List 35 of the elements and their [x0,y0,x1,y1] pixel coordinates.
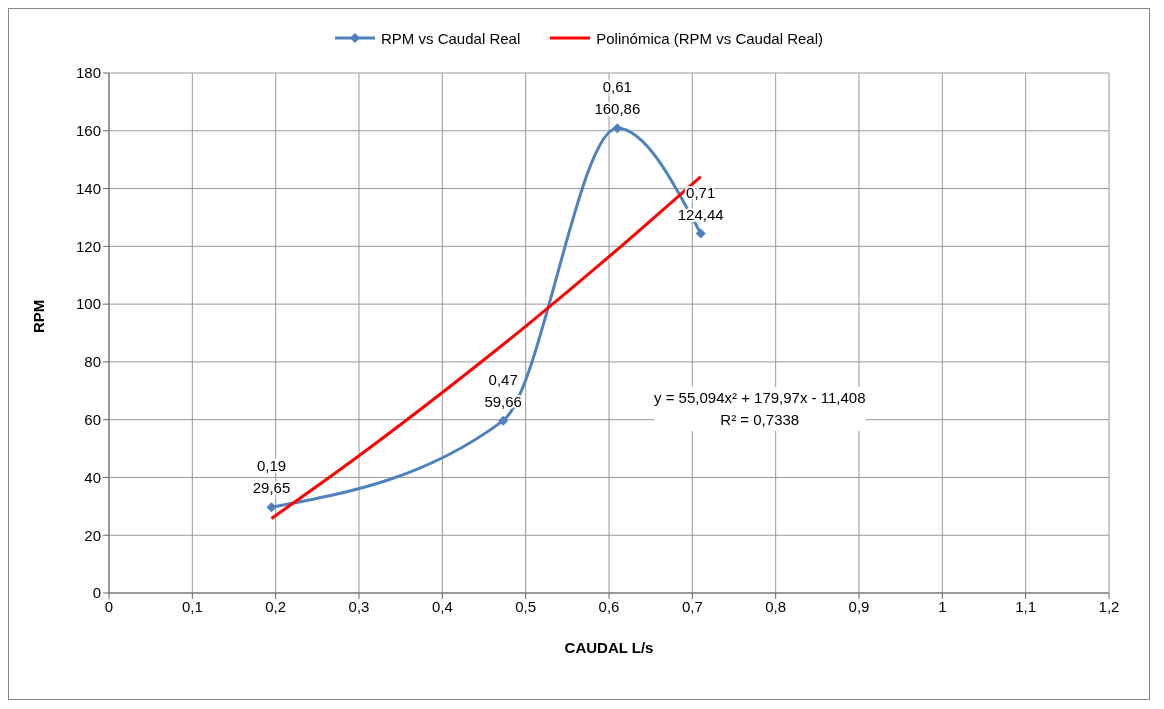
y-tick-label: 100 [75,295,101,313]
x-tick-label: 0,7 [681,597,703,615]
x-tick-label: 1 [938,597,947,615]
x-tick-label: 0 [104,597,114,615]
y-tick-label: 140 [75,179,101,197]
point [612,123,623,134]
legend-label: Polinómica (RPM vs Caudal Real) [596,29,823,47]
x-tick-label: 0,3 [348,597,370,615]
x-tick-label: 0,2 [265,597,287,615]
x-tick-label: 0,6 [598,597,620,615]
y-tick-label: 160 [75,122,101,140]
x-tick-label: 0,4 [431,597,453,615]
y-tick-label: 0 [92,584,101,602]
y-tick-label: 20 [84,526,101,544]
y-tick-label: 180 [75,64,101,82]
x-tick-label: 1,2 [1098,597,1120,615]
data-label: 0,61 160,86 [594,78,641,118]
y-tick-label: 80 [84,353,101,371]
point [266,502,277,513]
annotation: y = 55,094x² + 179,97x - 11,408 [654,388,866,408]
y-tick-label: 60 [84,410,101,428]
x-tick-label: 0,8 [765,597,787,615]
x-tick-label: 0,5 [515,597,537,615]
y-tick-label: 120 [75,237,101,255]
x-axis-title: CAUDAL L/s [564,639,654,656]
point [498,415,509,426]
point [695,228,706,239]
x-tick-label: 0,9 [848,597,870,615]
data-label: 0,19 29,65 [252,457,291,497]
x-tick-label: 0,1 [181,597,203,615]
y-axis-title: RPM [30,299,48,333]
legend-label: RPM vs Caudal Real [381,29,521,47]
x-tick-label: 1,1 [1015,597,1037,615]
y-tick-label: 40 [84,468,101,486]
annotation: R² = 0,7338 [719,410,801,430]
